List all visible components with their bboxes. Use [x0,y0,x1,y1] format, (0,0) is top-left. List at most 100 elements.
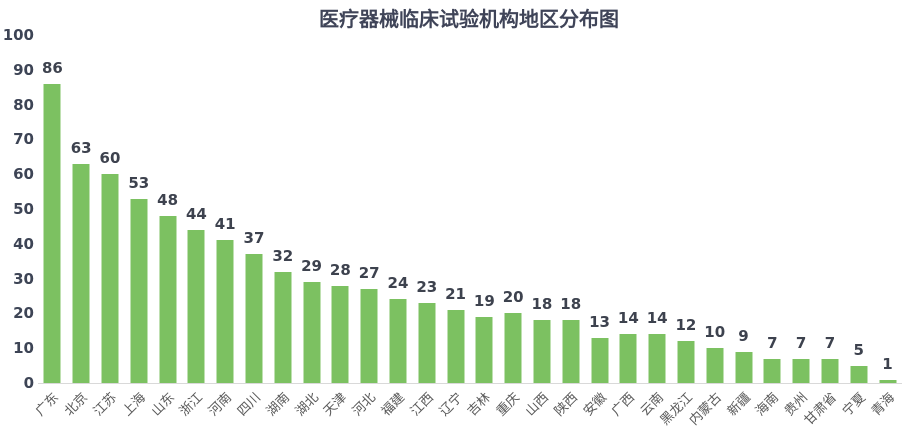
bar-value-label: 7 [824,333,836,352]
bar [879,379,896,383]
x-axis-label: 广西 [609,390,639,420]
bar-column: 53 上海 [120,35,153,419]
y-axis-tick-label: 10 [13,339,34,358]
y-axis-tick-label: 50 [13,200,34,218]
x-axis-label: 浙江 [177,390,207,420]
bar-value-label: 53 [128,173,150,192]
x-axis-label: 北京 [62,390,92,420]
bar-value-label: 86 [41,58,63,77]
bar [504,313,522,383]
bar-value-label: 21 [445,284,466,303]
y-axis-tick-label: 60 [13,165,34,184]
bar-value-label: 20 [502,288,524,307]
bar [72,163,90,383]
bar-column: 18 陕西 [552,35,585,419]
x-axis-label: 重庆 [494,390,524,420]
bar [533,320,551,383]
bar-value-label: 28 [329,260,351,279]
bar-column: 60 江苏 [91,35,125,420]
bar-value-label: 27 [358,264,380,283]
bar [475,316,493,383]
x-axis-label: 内蒙古 [686,390,725,429]
y-axis-tick-label: 30 [13,269,34,288]
bar-column: 10 内蒙古 [686,35,729,429]
bar [821,358,839,383]
chart-title: 医疗器械临床试验机构地区分布图 [319,7,619,31]
bar-column: 13 安徽 [580,35,614,419]
bar-value-label: 13 [589,312,610,331]
bar-value-label: 63 [70,138,92,157]
x-axis-label: 山东 [148,390,178,420]
y-axis-tick-label: 20 [13,304,34,323]
bar [274,271,292,383]
bar-value-label: 32 [272,246,294,265]
bar-column: 5 宁夏 [840,35,873,419]
bar [130,198,148,383]
bar [418,302,436,383]
bar-column: 14 云南 [638,35,672,420]
bar-column: 63 北京 [62,35,96,419]
x-axis-label: 广东 [33,390,63,420]
plot-area: 86 广东 63 北京 60 江苏 53 上海 48 山东 44 浙江 41 河南 37 四川 32 湖南 29 湖北… [33,35,902,429]
bar [101,174,119,383]
bar-value-label: 23 [416,277,438,296]
bar-column: 32 湖南 [264,35,297,419]
bar [619,334,637,383]
bar-value-label: 18 [560,295,582,314]
bar-column: 9 新疆 [724,35,758,419]
bar-value-label: 7 [795,333,807,352]
bar-value-label: 24 [387,274,409,293]
y-axis-tick-label: 70 [13,130,34,149]
x-axis-label: 江苏 [90,390,120,420]
bar-value-label: 60 [99,149,121,168]
bar-value-label: 48 [157,190,179,209]
bar [677,341,695,383]
y-axis: 100 90 80 70 60 50 40 30 20 10 0 [0,27,34,391]
bar [648,334,666,383]
bar-column: 20 重庆 [494,35,528,419]
bar-column: 21 辽宁 [436,35,470,419]
bar [187,229,205,383]
bar [216,240,234,383]
y-axis-tick-label: 40 [13,234,34,253]
bar-value-label: 5 [853,340,864,359]
y-axis-tick-label: 90 [13,60,34,79]
bar-value-label: 14 [646,309,668,328]
x-axis-label: 四川 [234,390,264,420]
bar-value-label: 14 [617,309,639,328]
bar-value-label: 37 [243,229,265,248]
bar-column: 29 湖北 [292,35,326,420]
x-axis-label: 湖南 [263,390,293,420]
x-axis-label: 江西 [407,390,437,420]
bar-column: 7 甘肃省 [802,35,845,428]
bar [360,289,378,383]
bar [763,358,781,383]
y-axis-tick-label: 0 [23,374,34,392]
bar-column: 44 浙江 [177,35,211,419]
bar-column: 1 青海 [868,35,902,419]
bar [43,83,61,383]
bar-value-label: 12 [675,316,697,335]
x-axis-label: 海南 [753,390,783,420]
bar-value-label: 9 [738,326,749,345]
x-axis-label: 山西 [522,390,552,420]
bar [159,215,177,383]
bar-column: 27 河北 [350,35,384,420]
bar [850,365,868,383]
y-axis-tick-label: 80 [13,95,34,114]
bar [303,282,321,383]
x-axis-label: 陕西 [551,390,581,420]
bar-column: 28 天津 [321,35,355,419]
x-axis-label: 宁夏 [839,390,869,420]
bar-value-label: 19 [473,291,495,310]
bar-value-label: 7 [767,333,778,352]
bar [735,351,753,383]
bar-column: 14 广西 [609,35,643,420]
x-axis-label: 天津 [321,390,351,420]
x-axis-label: 辽宁 [436,390,466,420]
bar-column: 24 福建 [379,35,413,419]
bar-column: 19 吉林 [465,35,499,419]
x-axis-label: 河南 [206,390,236,420]
x-axis-label: 福建 [378,390,408,420]
